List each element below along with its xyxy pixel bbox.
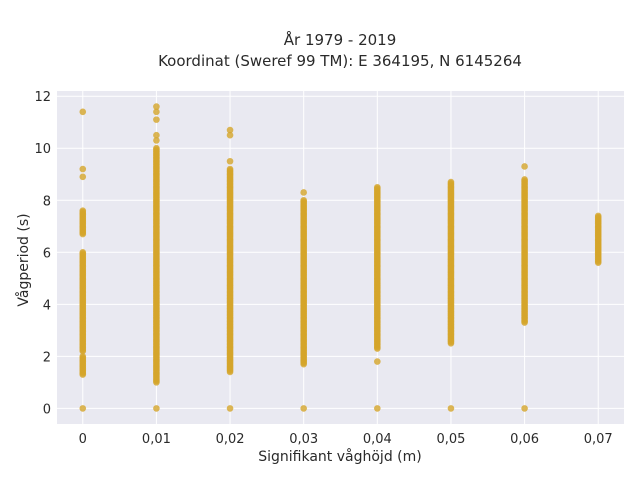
chart-title: År 1979 - 2019 — [284, 30, 397, 49]
data-point — [521, 405, 528, 412]
data-point — [521, 176, 528, 183]
data-point — [594, 212, 602, 220]
data-point — [226, 157, 234, 165]
x-tick-label: 0,05 — [436, 432, 465, 447]
data-point — [153, 131, 160, 139]
data-point — [79, 207, 87, 214]
data-point — [374, 405, 381, 412]
y-tick-label: 2 — [43, 350, 51, 365]
x-tick-label: 0,04 — [363, 432, 392, 447]
data-point — [300, 196, 307, 204]
data-point — [521, 163, 528, 170]
data-point — [79, 353, 87, 360]
data-point — [79, 405, 87, 412]
data-point — [300, 189, 307, 196]
x-tick-label: 0,01 — [142, 432, 171, 447]
data-point — [153, 405, 160, 412]
y-tick-label: 12 — [34, 90, 51, 105]
x-tick-label: 0 — [79, 432, 87, 447]
data-point — [226, 126, 234, 134]
plot-area — [57, 91, 624, 424]
y-tick-label: 8 — [43, 194, 51, 209]
data-point — [300, 405, 307, 412]
data-point — [153, 103, 160, 110]
data-point — [153, 137, 160, 144]
x-axis-label: Signifikant våghöjd (m) — [258, 448, 421, 465]
y-axis-ticks: 0 2 4 6 8 10 12 — [34, 90, 51, 417]
x-tick-label: 0,03 — [289, 432, 318, 447]
y-tick-label: 6 — [43, 246, 51, 261]
data-point — [226, 165, 234, 173]
data-points — [79, 103, 602, 412]
data-point — [447, 178, 455, 186]
data-point — [79, 165, 87, 173]
data-point — [153, 116, 160, 123]
y-axis-label: Vågperiod (s) — [15, 213, 32, 306]
y-tick-label: 10 — [34, 142, 51, 157]
data-point — [153, 144, 160, 152]
data-point — [226, 131, 234, 139]
data-point — [226, 405, 234, 412]
x-axis-ticks: 0 0,01 0,02 0,03 0,04 0,05 0,06 0,07 — [79, 432, 613, 447]
x-tick-label: 0,06 — [510, 432, 539, 447]
data-point — [374, 358, 381, 365]
data-point — [447, 405, 455, 412]
data-point — [79, 108, 87, 116]
x-tick-label: 0,02 — [216, 432, 245, 447]
data-point — [374, 183, 381, 191]
y-tick-label: 4 — [43, 298, 51, 313]
data-point — [153, 108, 160, 116]
y-tick-label: 0 — [43, 402, 51, 417]
data-point — [79, 248, 87, 256]
x-tick-label: 0,07 — [584, 432, 613, 447]
chart-subtitle: Koordinat (Sweref 99 TM): E 364195, N 61… — [158, 52, 522, 70]
data-point — [79, 173, 87, 181]
